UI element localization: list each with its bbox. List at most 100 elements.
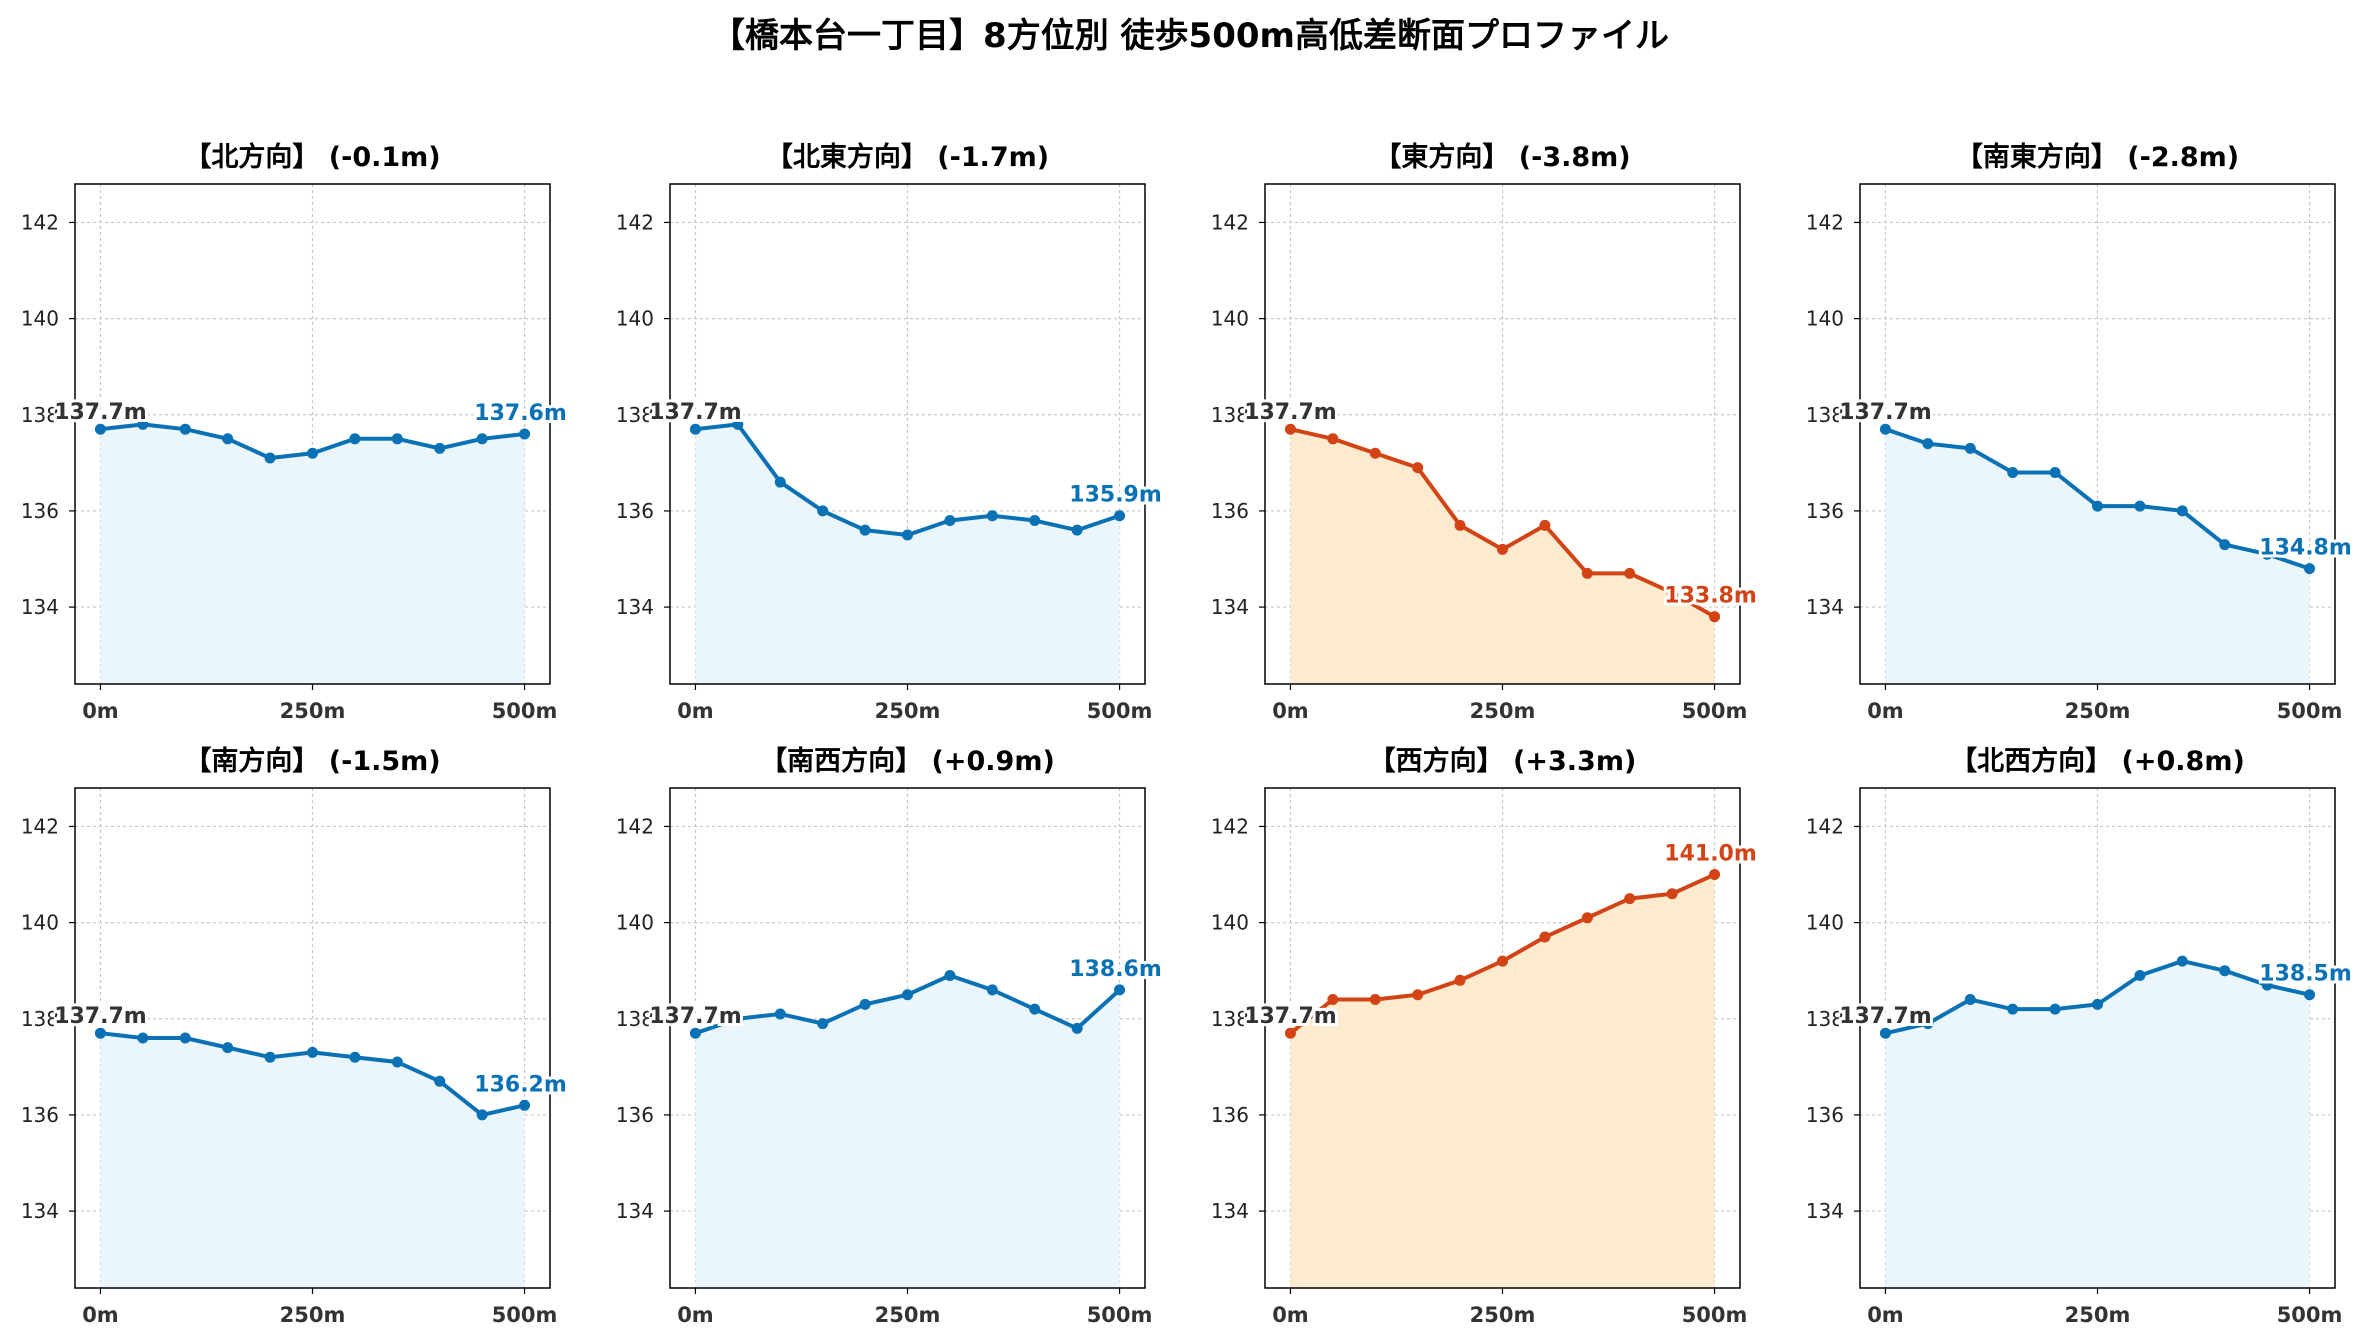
- data-point: [1497, 955, 1508, 967]
- subplot-5: 【南方向】 (-1.5m) 134 136 138 140 142 0m 250m 500m 13…: [21, 745, 570, 1327]
- data-point: [732, 418, 744, 430]
- subplot-title: 【東方向】 (-3.8m): [1374, 141, 1630, 173]
- ytick-label: 136: [21, 1103, 59, 1127]
- data-point: [1922, 438, 1934, 450]
- data-point: [2007, 466, 2019, 478]
- data-point: [349, 433, 361, 445]
- subplot-4: 【南東方向】 (-2.8m) 134 136 138 140 142 0m 250m 500m 1…: [1806, 141, 2355, 723]
- data-point: [1964, 994, 1976, 1006]
- subplot-title: 【南東方向】 (-2.8m): [1956, 141, 2239, 173]
- start-value-label: 137.7m: [649, 1004, 742, 1029]
- xtick-label: 250m: [280, 1303, 346, 1327]
- ytick-label: 142: [21, 814, 59, 838]
- ytick-label: 134: [1806, 1199, 1844, 1223]
- xtick-label: 500m: [1682, 699, 1748, 723]
- data-point: [519, 1099, 531, 1111]
- subplot-title: 【北方向】 (-0.1m): [184, 141, 440, 173]
- data-point: [519, 428, 531, 440]
- data-point: [1327, 433, 1339, 445]
- data-point: [94, 423, 106, 435]
- data-point: [2049, 1003, 2061, 1015]
- subplot-8: 【北西方向】 (+0.8m) 134 136 138 140 142 0m 250m 500m 1…: [1806, 745, 2355, 1327]
- data-point: [1922, 1018, 1934, 1030]
- subplot-title: 【南方向】 (-1.5m): [184, 745, 440, 777]
- data-point: [222, 1042, 234, 1054]
- end-value-label: 133.8m: [1664, 584, 1757, 609]
- data-point: [1071, 524, 1083, 536]
- data-point: [1666, 888, 1678, 900]
- data-point: [264, 1051, 276, 1063]
- xtick-label: 250m: [2065, 699, 2131, 723]
- ytick-label: 138: [21, 1007, 59, 1031]
- data-point: [1497, 543, 1508, 555]
- data-point: [1581, 567, 1593, 579]
- ytick-label: 138: [1211, 403, 1249, 427]
- data-point: [774, 1008, 786, 1020]
- data-point: [1709, 611, 1721, 623]
- data-point: [817, 505, 829, 517]
- data-point: [689, 423, 701, 435]
- ytick-label: 140: [1211, 911, 1249, 935]
- data-point: [137, 418, 149, 430]
- data-point: [1114, 510, 1126, 522]
- main-title: 【橋本台一丁目】8方位別 徒歩500m高低差断面プロファイル: [711, 16, 1669, 56]
- xtick-label: 0m: [677, 1303, 714, 1327]
- ytick-label: 134: [1806, 595, 1844, 619]
- start-value-label: 137.7m: [1839, 400, 1932, 425]
- start-value-label: 137.7m: [54, 400, 147, 425]
- ytick-label: 134: [1211, 1199, 1249, 1223]
- xtick-label: 0m: [1867, 1303, 1904, 1327]
- ytick-label: 142: [21, 210, 59, 234]
- subplot-title: 【北東方向】 (-1.7m): [766, 141, 1049, 173]
- data-point: [349, 1051, 361, 1063]
- xtick-label: 250m: [1470, 699, 1536, 723]
- ytick-label: 136: [1211, 499, 1249, 523]
- end-value-label: 141.0m: [1664, 842, 1757, 867]
- xtick-label: 0m: [677, 699, 714, 723]
- ytick-label: 138: [616, 1007, 654, 1031]
- end-value-label: 135.9m: [1069, 483, 1162, 508]
- xtick-label: 0m: [1272, 1303, 1309, 1327]
- ytick-label: 134: [616, 595, 654, 619]
- data-point: [944, 515, 956, 527]
- xtick-label: 500m: [1087, 1303, 1153, 1327]
- data-point: [391, 433, 403, 445]
- data-point: [307, 1046, 318, 1058]
- data-point: [2049, 466, 2061, 478]
- xtick-label: 250m: [875, 1303, 941, 1327]
- data-point: [1369, 994, 1381, 1006]
- end-value-label: 134.8m: [2259, 536, 2352, 561]
- ytick-label: 136: [21, 499, 59, 523]
- ytick-label: 134: [616, 1199, 654, 1223]
- data-point: [1029, 1003, 1041, 1015]
- ytick-label: 142: [1806, 210, 1844, 234]
- ytick-label: 136: [1806, 1103, 1844, 1127]
- data-point: [2176, 955, 2188, 967]
- data-point: [1029, 515, 1041, 527]
- data-point: [1284, 1027, 1296, 1039]
- data-point: [1624, 567, 1636, 579]
- data-point: [1454, 519, 1466, 531]
- data-point: [2092, 998, 2103, 1010]
- area-fill: [1290, 874, 1715, 1288]
- data-point: [689, 1027, 701, 1039]
- data-point: [1624, 893, 1636, 905]
- data-point: [2007, 1003, 2019, 1015]
- ytick-label: 136: [1211, 1103, 1249, 1127]
- data-point: [2304, 989, 2316, 1001]
- start-value-label: 137.7m: [1839, 1004, 1932, 1029]
- ytick-label: 140: [616, 911, 654, 935]
- subplot-7: 【西方向】 (+3.3m) 134 136 138 140 142 0m 250m 500m 13…: [1211, 745, 1760, 1327]
- end-value-label: 138.6m: [1069, 957, 1162, 982]
- ytick-label: 142: [616, 210, 654, 234]
- subplot-title: 【南西方向】 (+0.9m): [760, 745, 1055, 777]
- subplot-1: 【北方向】 (-0.1m) 134 136 138 140 142 0m 250m 500m 13…: [21, 141, 570, 723]
- ytick-label: 138: [1211, 1007, 1249, 1031]
- xtick-label: 500m: [1682, 1303, 1748, 1327]
- data-point: [944, 970, 956, 981]
- data-point: [1327, 994, 1339, 1006]
- data-point: [94, 1027, 106, 1039]
- ytick-label: 136: [1806, 499, 1844, 523]
- xtick-label: 500m: [492, 1303, 558, 1327]
